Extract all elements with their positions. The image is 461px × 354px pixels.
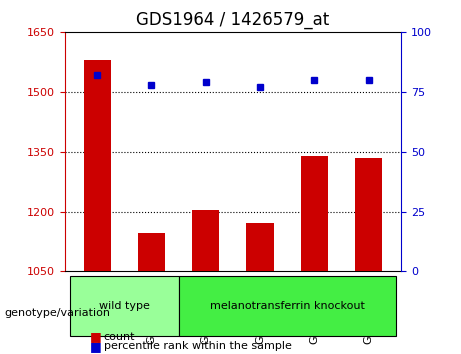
Bar: [246, 223, 273, 272]
Text: wild type: wild type: [99, 301, 150, 310]
Bar: [178, 276, 396, 336]
Bar: [301, 156, 328, 272]
Bar: [355, 158, 382, 272]
Bar: [192, 210, 219, 272]
Text: ■: ■: [90, 331, 101, 343]
Text: genotype/variation: genotype/variation: [5, 308, 111, 318]
Bar: [138, 234, 165, 272]
Bar: [70, 276, 178, 336]
Text: percentile rank within the sample: percentile rank within the sample: [104, 341, 292, 351]
Text: ■: ■: [90, 340, 101, 353]
Text: melanotransferrin knockout: melanotransferrin knockout: [210, 301, 365, 310]
Bar: [83, 60, 111, 272]
Title: GDS1964 / 1426579_at: GDS1964 / 1426579_at: [136, 11, 330, 29]
Text: count: count: [104, 332, 135, 342]
